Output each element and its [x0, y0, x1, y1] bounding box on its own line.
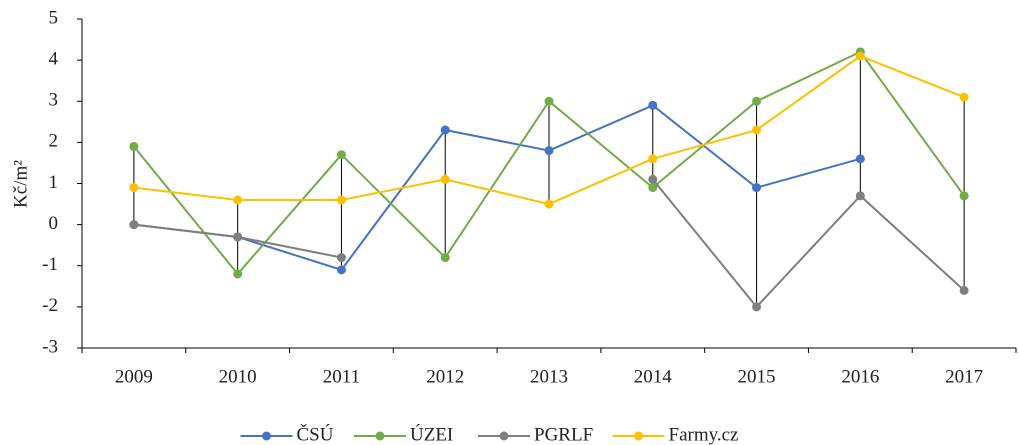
data-point: [959, 285, 969, 295]
data-point: [752, 302, 762, 312]
data-point: [752, 125, 762, 135]
y-tick-label: -2: [42, 295, 58, 316]
data-point: [336, 253, 346, 263]
data-point: [752, 96, 762, 106]
data-point: [129, 220, 139, 230]
data-point: [544, 146, 554, 156]
data-point: [855, 191, 865, 201]
data-point: [129, 141, 139, 151]
data-point: [440, 125, 450, 135]
legend-label: ČSÚ: [297, 423, 334, 445]
legend-marker: [375, 431, 385, 441]
x-tick-label: 2017: [945, 366, 983, 387]
x-tick-label: 2013: [530, 366, 568, 387]
data-point: [544, 199, 554, 209]
legend-label: PGRLF: [534, 424, 593, 445]
data-point: [959, 92, 969, 102]
x-tick-label: 2012: [426, 366, 464, 387]
legend-item: ČSÚ: [240, 423, 334, 445]
data-point: [336, 150, 346, 160]
data-point: [440, 174, 450, 184]
data-point: [648, 183, 658, 193]
legend-item: PGRLF: [478, 424, 593, 445]
y-tick-label: 5: [49, 7, 59, 28]
data-point: [959, 191, 969, 201]
data-point: [648, 100, 658, 110]
y-tick-label: 2: [49, 131, 59, 152]
x-tick-label: 2011: [323, 366, 360, 387]
data-point: [648, 154, 658, 164]
legend-label: ÚZEI: [410, 423, 453, 445]
data-point: [233, 232, 243, 242]
data-point: [855, 154, 865, 164]
legend-marker: [262, 431, 271, 441]
data-point: [648, 174, 658, 184]
legend-marker: [634, 431, 643, 441]
data-point: [336, 265, 346, 275]
data-point: [129, 183, 139, 193]
data-point: [544, 96, 554, 106]
y-tick-label: -1: [42, 254, 58, 275]
data-point: [233, 195, 243, 205]
legend-marker: [499, 431, 509, 441]
x-tick-label: 2015: [738, 366, 776, 387]
x-tick-label: 2016: [841, 366, 879, 387]
series-line: [133, 104, 861, 272]
data-point: [855, 51, 865, 61]
legend-item: Farmy.cz: [612, 424, 739, 445]
data-point: [752, 183, 762, 193]
data-point: [440, 253, 450, 263]
y-tick-label: -3: [42, 336, 58, 357]
y-tick-label: 3: [49, 90, 59, 111]
y-axis-label: Kč/m²: [10, 160, 31, 208]
legend-label: Farmy.cz: [669, 424, 739, 445]
x-tick-label: 2009: [115, 366, 153, 387]
data-point: [336, 195, 346, 205]
y-tick-label: 1: [49, 172, 59, 193]
x-tick-label: 2010: [219, 366, 257, 387]
legend-item: ÚZEI: [354, 423, 453, 445]
data-point: [233, 269, 243, 279]
x-tick-label: 2014: [634, 366, 673, 387]
y-tick-label: 0: [49, 213, 59, 234]
y-tick-label: 4: [49, 48, 59, 69]
